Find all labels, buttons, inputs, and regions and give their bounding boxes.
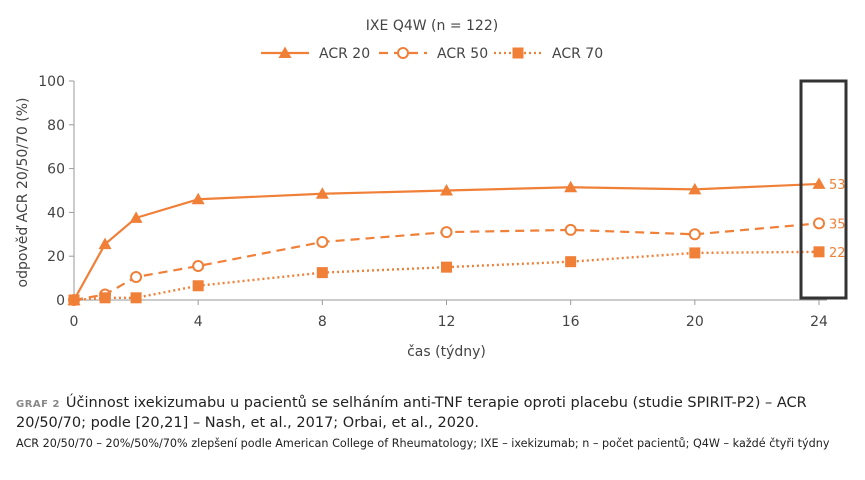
- legend-label: ACR 20: [319, 46, 370, 62]
- acr-response-chart: IXE Q4W (n = 122)ACR 20 ACR 50 ACR 7002040…: [15, 18, 848, 360]
- data-point: [689, 247, 701, 259]
- data-point: [129, 211, 143, 223]
- legend-marker: [397, 47, 409, 59]
- x-tick-label: 0: [70, 314, 79, 330]
- y-tick-label: 0: [56, 293, 65, 309]
- y-axis-label: odpověď ACR 20/50/70 (%): [15, 98, 31, 288]
- legend: ACR 20 ACR 50 ACR 70: [261, 46, 603, 62]
- legend-item: ACR 70: [494, 46, 603, 62]
- caption-tag: GRAF 2: [16, 399, 60, 410]
- data-point: [813, 217, 825, 230]
- x-tick-label: 12: [438, 314, 456, 330]
- series-acr-20: 53: [67, 177, 846, 305]
- legend-item: ACR 50: [379, 46, 488, 62]
- data-point: [441, 261, 452, 273]
- data-point: [812, 177, 826, 189]
- legend-marker: [278, 46, 292, 58]
- legend-item: ACR 20: [261, 46, 370, 62]
- data-point: [315, 187, 329, 199]
- caption-abbreviations: ACR 20/50/70 – 20%/50%/70% zlepšení podl…: [16, 437, 830, 450]
- end-value-label: 22: [829, 246, 846, 261]
- legend-marker: [512, 47, 524, 59]
- y-tick-label: 100: [38, 74, 65, 90]
- caption-title: GRAF 2 Účinnost ixekizumabu u pacientů se…: [16, 394, 853, 433]
- data-point: [192, 260, 205, 273]
- data-point: [130, 292, 142, 304]
- data-point: [98, 237, 112, 250]
- data-point: [688, 182, 702, 195]
- series-acr-70: 22: [68, 246, 846, 306]
- data-point: [316, 267, 328, 279]
- series-line: [73, 182, 820, 301]
- week-24-highlight-box: [799, 79, 848, 300]
- x-tick-label: 16: [562, 314, 580, 330]
- data-point: [68, 294, 80, 306]
- y-tick-label: 60: [47, 162, 65, 178]
- data-point: [440, 226, 453, 239]
- caption-text: Účinnost ixekizumabu u pacientů se selhá…: [16, 395, 807, 431]
- x-tick-label: 8: [318, 314, 327, 330]
- data-point: [192, 280, 204, 292]
- chart-title: IXE Q4W (n = 122): [366, 18, 498, 34]
- legend-label: ACR 50: [437, 46, 488, 62]
- y-tick-label: 80: [47, 118, 65, 134]
- data-point: [564, 223, 577, 236]
- data-point: [688, 228, 701, 241]
- data-point: [440, 184, 453, 196]
- data-point: [813, 246, 825, 258]
- data-point: [191, 192, 205, 205]
- data-point: [99, 292, 111, 304]
- x-tick-label: 24: [810, 314, 828, 330]
- figure-caption: GRAF 2 Účinnost ixekizumabu u pacientů se…: [16, 394, 853, 450]
- y-tick-label: 40: [47, 205, 65, 221]
- end-value-label: 35: [829, 217, 846, 232]
- data-point: [564, 180, 578, 193]
- data-point: [565, 256, 577, 268]
- data-point: [316, 235, 329, 248]
- x-tick-label: 4: [194, 314, 203, 330]
- x-axis-label: čas (týdny): [407, 344, 486, 360]
- x-tick-label: 20: [686, 314, 704, 330]
- end-value-label: 53: [829, 178, 846, 193]
- series-acr-50: 35: [68, 217, 846, 306]
- data-point: [130, 271, 143, 284]
- series-line: [73, 250, 820, 302]
- y-tick-label: 20: [47, 249, 65, 265]
- legend-label: ACR 70: [552, 46, 603, 62]
